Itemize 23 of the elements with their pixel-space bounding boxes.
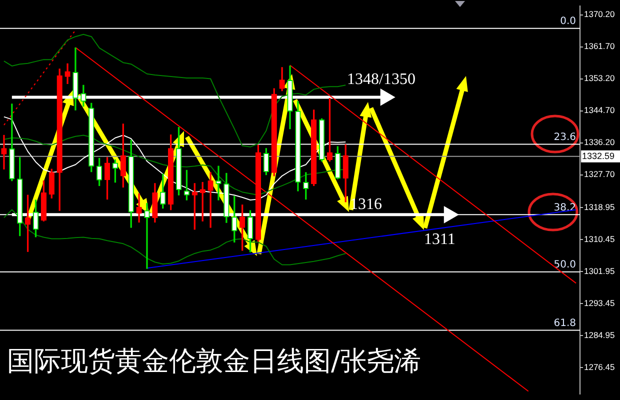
y-tick-label: 1327.70 [584,169,615,180]
y-tick-label: 1284.95 [584,330,615,340]
candlestick [1,134,7,170]
y-tick-label: 1301.95 [584,266,615,276]
y-tick-label: 1361.70 [584,41,615,52]
y-tick-label: 1276.45 [584,362,615,372]
y-tick-label: 1318.95 [584,202,615,212]
y-tick-label: 1370.20 [584,9,615,20]
y-tick-label: 1353.20 [584,73,615,84]
text: 国际现货黄金伦敦金日线图/张尧浠 [7,345,422,379]
annotation: 23.6 [554,132,576,143]
y-tick-label: 1336.20 [584,137,615,148]
candlestick [208,172,214,228]
ref-line-label: 1332.59 [582,150,615,161]
annotation: 0.0 [560,16,576,27]
y-tick-label: 1310.45 [584,234,615,244]
y-tick-label: 1293.45 [584,298,615,308]
candlestick [136,193,142,223]
annotation: 61.8 [554,318,576,329]
annotation: 1311 [424,231,456,248]
annotation: 1348/1350 [347,71,416,88]
annotation: 50.0 [554,260,576,271]
y-tick-label: 1344.70 [584,105,615,116]
